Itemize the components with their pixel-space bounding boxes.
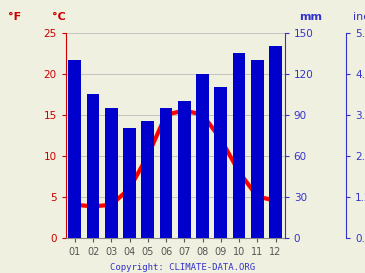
Bar: [87, 94, 99, 238]
Text: mm: mm: [299, 12, 322, 22]
Bar: [269, 46, 282, 238]
Bar: [105, 108, 118, 238]
Bar: [142, 121, 154, 238]
Text: °C: °C: [51, 12, 65, 22]
Bar: [196, 74, 209, 238]
Text: inch: inch: [353, 12, 365, 22]
Bar: [123, 128, 136, 238]
Bar: [233, 53, 245, 238]
Bar: [251, 60, 264, 238]
Bar: [178, 101, 191, 238]
Bar: [215, 87, 227, 238]
Text: °F: °F: [8, 12, 21, 22]
Text: Copyright: CLIMATE-DATA.ORG: Copyright: CLIMATE-DATA.ORG: [110, 263, 255, 272]
Bar: [69, 60, 81, 238]
Bar: [160, 108, 173, 238]
